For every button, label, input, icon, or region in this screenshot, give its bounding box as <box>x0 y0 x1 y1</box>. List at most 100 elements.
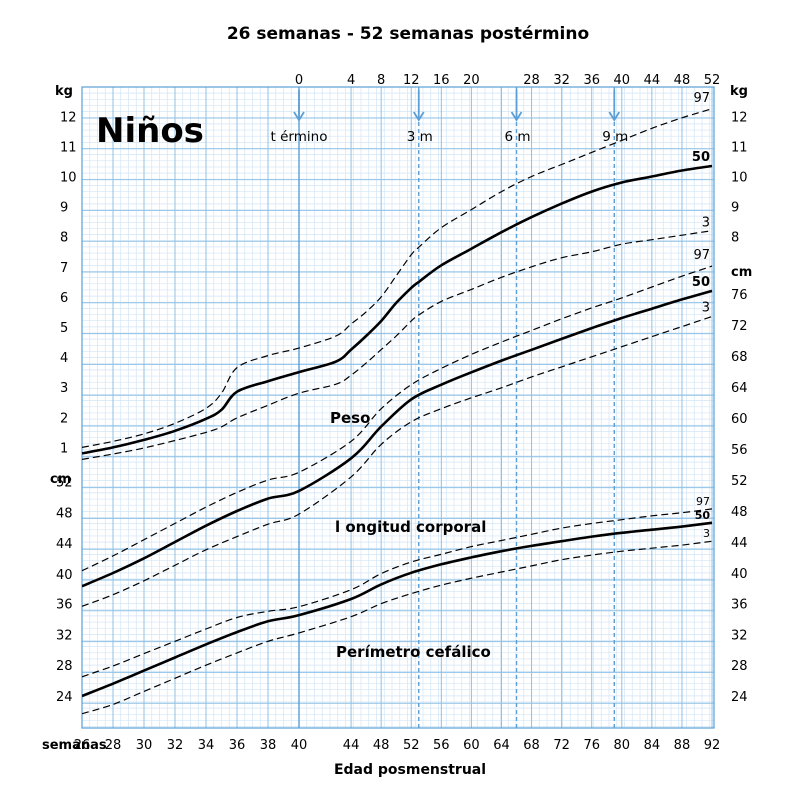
top-axis-tick: 28 <box>523 73 540 88</box>
top-axis-tick: 20 <box>463 73 480 88</box>
length-tick-left: 40 <box>56 568 73 583</box>
percentile-curves <box>82 108 713 715</box>
length-tick-left: 48 <box>56 506 73 521</box>
length-p50-curve <box>82 289 713 588</box>
chart-sex-label: Niños <box>96 111 204 151</box>
x-axis-tick: 84 <box>644 738 661 753</box>
head-tick-left: 36 <box>56 598 73 613</box>
weight-tick-left: 3 <box>60 381 68 396</box>
chart-labels: 26 semanas - 52 semanas postérmino Niños 0… <box>42 24 752 778</box>
weight-tick-right: 11 <box>731 140 748 155</box>
weight-tick-right: 12 <box>731 110 748 125</box>
weight-percentile-label: 50 <box>692 150 710 165</box>
weight-tick-left: 10 <box>60 171 77 186</box>
x-axis-tick: 72 <box>553 738 570 753</box>
top-axis-tick: 16 <box>433 73 450 88</box>
marker-label: 3 m <box>407 129 433 145</box>
x-axis-tick: 64 <box>493 738 510 753</box>
x-axis-tick: 30 <box>136 738 153 753</box>
head-percentile-label: 3 <box>703 527 710 540</box>
weight-percentile-label: 3 <box>702 216 710 231</box>
top-axis-tick: 4 <box>347 73 355 88</box>
length-unit-left: cm <box>50 472 71 487</box>
head-tick-left: 28 <box>56 659 73 674</box>
head-tick-left: 24 <box>56 690 73 705</box>
marker-arrow-head <box>510 111 523 122</box>
length-tick-right: 60 <box>731 412 748 427</box>
weight-tick-left: 6 <box>60 291 68 306</box>
weight-tick-left: 8 <box>60 231 68 246</box>
weight-tick-left: 9 <box>60 201 68 216</box>
length-p97-curve <box>82 265 713 572</box>
length-tick-right: 72 <box>731 319 748 334</box>
length-percentile-label: 3 <box>702 300 710 315</box>
top-axis-tick: 36 <box>583 73 600 88</box>
x-axis-tick: 32 <box>167 738 184 753</box>
weight-tick-right: 10 <box>731 171 748 186</box>
weight-unit-left: kg <box>55 84 73 99</box>
x-axis-tick: 80 <box>614 738 631 753</box>
head-tick-left: 32 <box>56 628 73 643</box>
marker-label: t érmino <box>271 129 328 145</box>
length-tick-right: 64 <box>731 381 748 396</box>
top-axis-tick: 44 <box>644 73 661 88</box>
weight-unit-right: kg <box>730 84 748 99</box>
head-tick-right: 40 <box>731 567 748 582</box>
head-percentile-label: 97 <box>696 495 710 508</box>
marker-label: 6 m <box>505 129 531 145</box>
weight-tick-right: 9 <box>731 201 739 216</box>
length-tick-right: 76 <box>731 288 748 303</box>
head-p50-curve <box>82 521 713 698</box>
top-axis-tick: 32 <box>553 73 570 88</box>
length-tick-right: 48 <box>731 505 748 520</box>
x-axis-title: Edad posmenstrual <box>334 762 486 778</box>
x-axis-tick: 68 <box>523 738 540 753</box>
x-axis-tick: 48 <box>373 738 390 753</box>
weight-label: Peso <box>330 409 370 427</box>
weight-tick-left: 4 <box>60 351 68 366</box>
top-axis-tick: 8 <box>377 73 385 88</box>
length-tick-right: 68 <box>731 350 748 365</box>
length-percentile-label: 50 <box>692 275 710 290</box>
head-tick-right: 24 <box>731 690 748 705</box>
weight-tick-left: 1 <box>60 441 68 456</box>
length-percentile-label: 97 <box>693 248 710 263</box>
head-tick-right: 44 <box>731 536 748 551</box>
x-axis-tick: 92 <box>704 738 721 753</box>
weight-p97-curve <box>82 108 713 448</box>
top-axis-tick: 52 <box>704 73 721 88</box>
length-tick-left: 44 <box>56 537 73 552</box>
x-axis-tick: 36 <box>229 738 246 753</box>
head-percentile-label: 50 <box>695 509 711 522</box>
marker-arrow-head <box>293 111 305 122</box>
head-p97-curve <box>82 508 713 678</box>
x-axis-tick: 40 <box>291 738 308 753</box>
chart-title: 26 semanas - 52 semanas postérmino <box>227 24 589 44</box>
x-axis-tick: 38 <box>260 738 277 753</box>
grid <box>81 86 715 729</box>
top-axis-tick: 48 <box>674 73 691 88</box>
length-label: l ongitud corporal <box>335 518 486 536</box>
weight-tick-left: 7 <box>60 261 68 276</box>
head-tick-right: 32 <box>731 628 748 643</box>
x-axis-tick: 52 <box>403 738 420 753</box>
marker-arrow-head <box>608 111 621 122</box>
x-axis-prefix: semanas <box>42 738 107 753</box>
marker-arrow-head <box>412 111 425 122</box>
plot-frame <box>81 86 715 729</box>
weight-tick-left: 11 <box>60 140 77 155</box>
weight-tick-right: 8 <box>731 231 739 246</box>
x-axis-tick: 26 <box>74 738 91 753</box>
weight-tick-left: 2 <box>60 411 68 426</box>
x-axis-tick: 88 <box>674 738 691 753</box>
weight-p3-curve <box>82 230 713 460</box>
length-tick-right: 52 <box>731 474 748 489</box>
weight-tick-left: 12 <box>60 110 77 125</box>
head-tick-right: 28 <box>731 659 748 674</box>
head-tick-right: 36 <box>731 598 748 613</box>
length-p3-curve <box>82 315 713 607</box>
head-label: Perímetro cefálico <box>336 643 491 661</box>
weight-p50-curve <box>82 164 713 455</box>
